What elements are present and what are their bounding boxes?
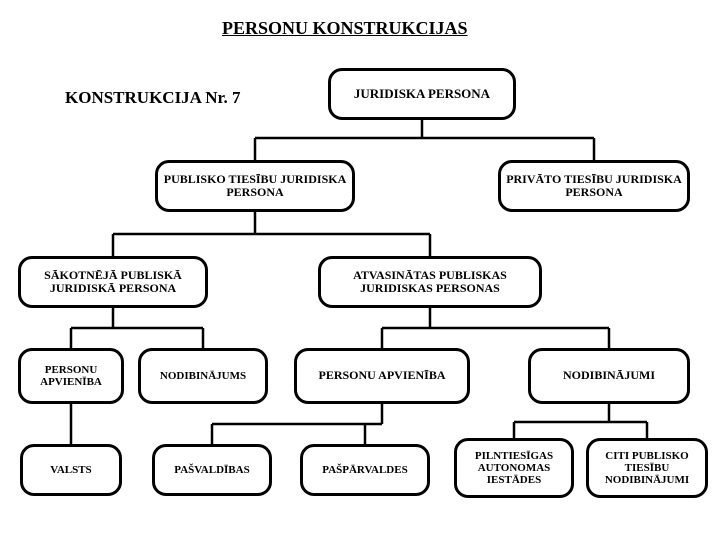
- node-citi: CITI PUBLISKO TIESĪBU NODIBINĀJUMI: [586, 438, 708, 498]
- node-pa1: PERSONU APVIENĪBA: [18, 348, 124, 404]
- node-pa2: PERSONU APVIENĪBA: [294, 348, 470, 404]
- node-pasp: PAŠPĀRVALDES: [300, 444, 430, 496]
- node-pub: PUBLISKO TIESĪBU JURIDISKA PERSONA: [155, 160, 355, 212]
- node-priv: PRIVĀTO TIESĪBU JURIDISKA PERSONA: [498, 160, 690, 212]
- node-sakot: SĀKOTNĒJĀ PUBLISKĀ JURIDISKĀ PERSONA: [18, 256, 208, 308]
- node-pasv: PAŠVALDĪBAS: [152, 444, 272, 496]
- node-valsts: VALSTS: [20, 444, 122, 496]
- node-atvas: ATVASINĀTAS PUBLISKAS JURIDISKAS PERSONA…: [318, 256, 542, 308]
- node-piln: PILNTIESĪGAS AUTONOMAS IESTĀDES: [454, 438, 574, 498]
- diagram-subtitle: KONSTRUKCIJA Nr. 7: [65, 88, 241, 108]
- node-nod2: NODIBINĀJUMI: [528, 348, 690, 404]
- diagram-title: PERSONU KONSTRUKCIJAS: [222, 18, 468, 39]
- node-root: JURIDISKA PERSONA: [328, 68, 516, 120]
- node-nod1: NODIBINĀJUMS: [138, 348, 268, 404]
